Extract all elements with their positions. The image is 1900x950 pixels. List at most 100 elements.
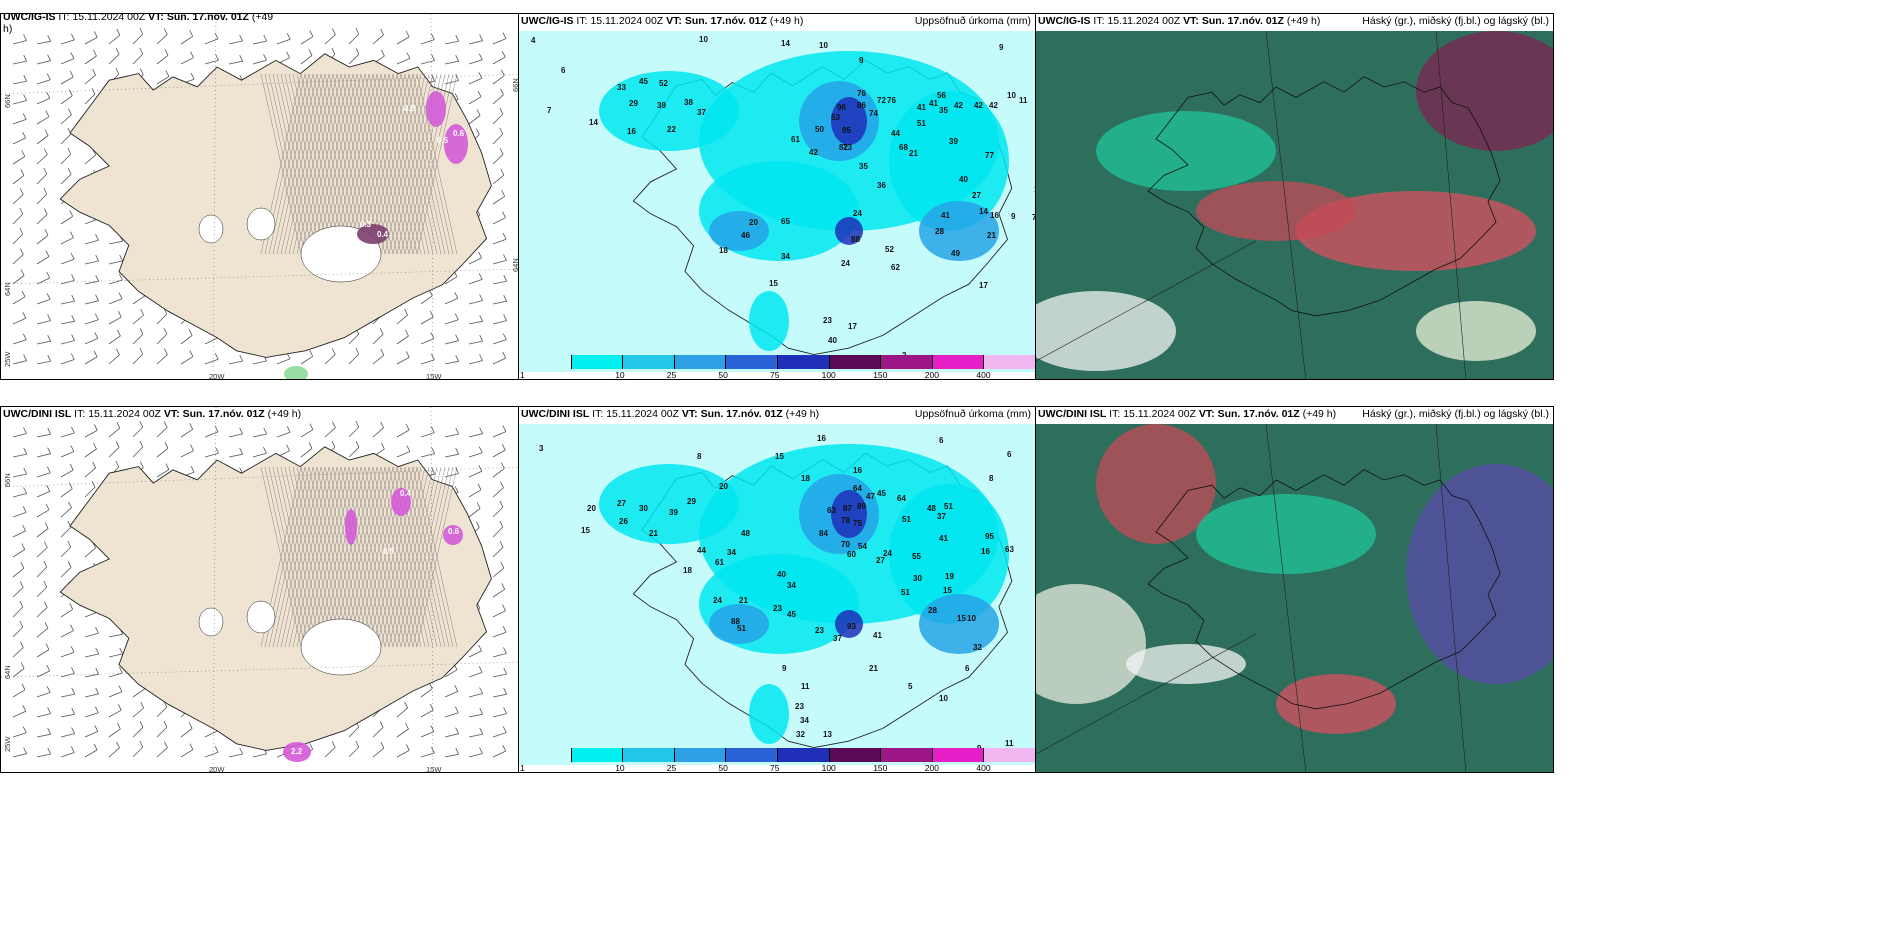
wind-barb-map [1,14,518,379]
precip-blob [443,525,463,545]
lat-label-66n: 66N [3,94,12,108]
precip-value: 61 [791,135,800,144]
colorbar-segment [623,748,675,762]
colorbar-segment [674,355,727,369]
colorbar-tick-label: 100 [821,763,836,773]
precip-value: 50 [815,125,824,134]
precip-blob [391,488,411,516]
precip-value: 41 [873,631,882,640]
precip-value: 21 [909,149,918,158]
precip-value: 51 [944,502,953,511]
vt-value: Sun. 17.nóv. 01Z [1217,408,1300,420]
precip-value: 51 [737,624,746,633]
colorbar-tick-label: 1 [520,370,525,380]
precip-value: 45 [877,489,886,498]
precip-area [831,97,867,145]
white-patch [246,600,276,634]
precip-value: 42 [809,148,818,157]
lat-label-64n-right: 64N [511,258,519,272]
cloud-patch [1196,494,1376,574]
cloud-patch [1416,31,1553,151]
vt-label: VT: [148,13,164,23]
cloud-cover-map [1036,31,1553,379]
precip-area [889,91,1009,231]
precip-value: 48 [741,529,750,538]
precip-value: 10 [939,694,948,703]
colorbar-tick-label: 150 [873,370,888,380]
precip-value: 20 [719,482,728,491]
lat-label-66n: 66N [3,473,12,487]
wind-barb-map [1,407,518,772]
panel-bottom-left-wind-map: UWC/DINI ISL IT: 15.11.2024 00Z VT: Sun.… [0,406,519,773]
precip-value: 15 [769,279,778,288]
it-value: 15.11.2024 00Z [88,408,161,420]
precip-value: 87 [843,504,852,513]
lat-label-66n-right: 66N [511,78,519,92]
vt-label: VT: [666,15,682,27]
precip-value: 52 [659,79,668,88]
precip-value: 0.6 [448,527,460,536]
precip-value: 77 [985,151,994,160]
colorbar-segment [881,355,933,369]
precip-value: 41 [941,211,950,220]
precip-value: 11 [1019,96,1028,105]
colorbar-tick-label: 400 [976,370,991,380]
it-value: 15.11.2024 00Z [606,408,679,420]
it-label: IT: [74,408,86,420]
precip-value: 22 [667,125,676,134]
lon-label-25w: 25W [3,351,12,367]
precip-value: 52 [885,245,894,254]
colorbar-segment [520,748,572,762]
colorbar-tick-label: 10 [615,370,625,380]
precip-value: 89 [857,502,866,511]
white-patch [246,207,276,241]
precip-area [835,610,863,638]
precip-value: 0.5 [437,136,449,145]
precip-value: 0.3 [360,220,372,229]
precip-value: 18 [719,246,728,255]
panel-header: UWC/IG-IS IT: 15.11.2024 00Z VT: Sun. 17… [1038,15,1549,29]
colorbar-segment [571,355,624,369]
precip-value: 62 [891,263,900,272]
colorbar-segment [571,748,624,762]
lead-time: (+49 h) [267,408,302,420]
precip-value: 72 [877,96,886,105]
panel-title: Uppsöfnuð úrkoma (mm) [914,15,1031,27]
precip-value: 34 [787,581,796,590]
precip-value: 63 [827,506,836,515]
precip-area [709,211,769,251]
it-value: 15.11.2024 00Z [1107,15,1181,27]
precip-value: 41 [939,534,948,543]
precip-value: 75 [853,519,862,528]
precip-value: 34 [800,716,809,725]
precip-value: 14 [781,39,790,48]
precip-value: 76 [857,89,866,98]
precip-value: 10 [1007,91,1016,100]
precip-value: 15 [943,586,952,595]
colorbar-tick-label: 25 [666,763,677,773]
iceland-outline [1147,469,1501,710]
panel-header: UWC/DINI ISL IT: 15.11.2024 00Z VT: Sun.… [3,408,514,422]
precip-value: 16 [981,547,990,556]
colorbar-tick-label: 10 [615,763,625,773]
precip-value: 78 [841,516,850,525]
precip-value: 86 [857,101,866,110]
precip-value: 29 [629,99,638,108]
precip-value: 44 [697,546,706,555]
precip-value: 54 [858,542,867,551]
precip-value-layer: 3 8 15 16 18 20 16 6 6 8 27 20 26 30 39 29 21 15 18 44 34 48 6… [519,424,1035,765]
precip-value: 9 [1011,212,1016,221]
precip-value: 88 [851,235,860,244]
precip-area [889,484,1009,624]
colorbar-segment [932,355,985,369]
precip-value: 15 [581,526,590,535]
precip-value: 21 [869,664,878,673]
colorbar-tick-label: 50 [718,763,728,773]
colorbar-segment [984,748,1035,762]
graticule [1,407,518,772]
precip-value: 39 [949,137,958,146]
precip-value: 0.6 [453,129,465,138]
precip-value: 17 [979,281,988,290]
cloud-patch [1196,181,1356,241]
precip-value: 10 [819,41,828,50]
